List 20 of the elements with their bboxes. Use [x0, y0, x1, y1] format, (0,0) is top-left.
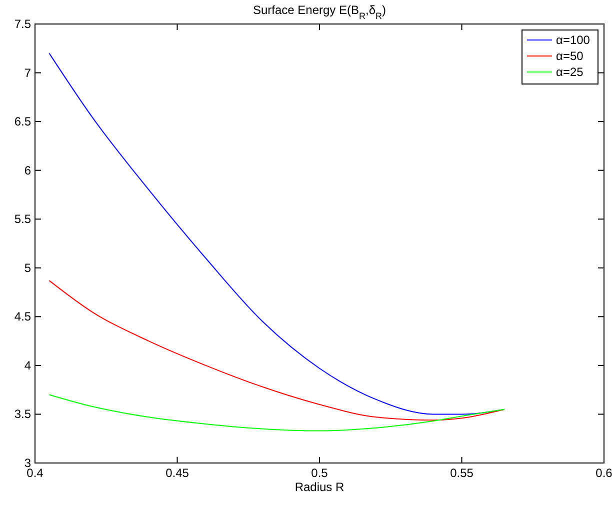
legend-label: α=25 [556, 65, 584, 79]
x-tick-label: 0.6 [596, 466, 613, 480]
y-tick-label: 7 [24, 66, 32, 80]
y-tick-label: 6.5 [14, 114, 32, 129]
y-tick-label: 6 [24, 163, 32, 178]
x-tick-label: 0.5 [311, 466, 328, 480]
x-axis-title: Radius R [294, 480, 345, 494]
y-tick-label: 3.5 [14, 407, 32, 422]
legend-label: α=50 [556, 49, 584, 63]
chart-title: Surface Energy E(B$_{R}$,δ$_{R}$) [252, 3, 386, 21]
y-tick-label: 5.5 [14, 212, 32, 226]
y-tick-label: 4 [24, 358, 32, 372]
y-tick-label: 5 [24, 260, 32, 275]
legend-label: α=100 [556, 33, 590, 47]
x-tick-label: 0.55 [450, 466, 474, 480]
y-tick-label: 7.5 [14, 17, 32, 31]
line-series [48, 394, 505, 432]
x-tick-label: 0.45 [166, 466, 190, 480]
y-tick-label: 4.5 [14, 310, 32, 324]
line-series [48, 280, 505, 421]
